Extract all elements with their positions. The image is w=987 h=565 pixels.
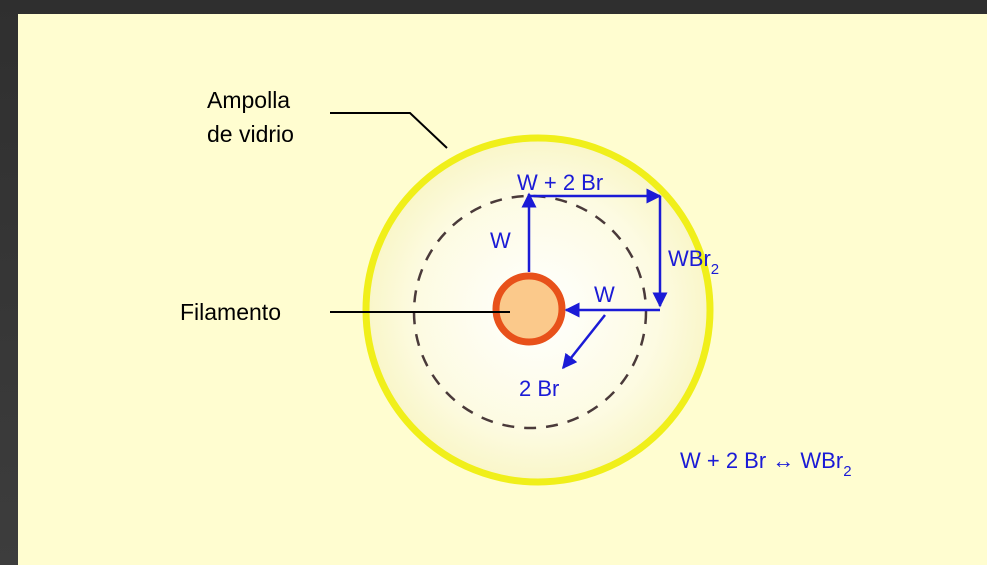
label-wbr2-subscript: 2 <box>711 261 719 278</box>
arrow-diagonal-out <box>562 314 606 370</box>
filament <box>492 272 566 346</box>
label-wbr2: WBr2 <box>668 246 719 278</box>
label-2br: 2 Br <box>519 376 559 401</box>
label-w-left: W <box>490 228 511 253</box>
bulb-pointer-line <box>330 112 448 149</box>
equation-main: W + 2 Br ↔ WBr <box>680 448 843 473</box>
reaction-zone-circle <box>412 194 648 430</box>
filament-label: Filamento <box>180 299 281 325</box>
reaction-equation: W + 2 Br ↔ WBr2 <box>680 448 852 480</box>
label-w-right: W <box>594 282 615 307</box>
label-wbr2-main: WBr <box>668 246 711 271</box>
bulb-label-line2: de vidrio <box>207 121 294 147</box>
equation-subscript: 2 <box>843 463 851 480</box>
bulb-label-line1: Ampolla <box>207 87 290 113</box>
label-w-plus-2br: W + 2 Br <box>517 170 603 195</box>
